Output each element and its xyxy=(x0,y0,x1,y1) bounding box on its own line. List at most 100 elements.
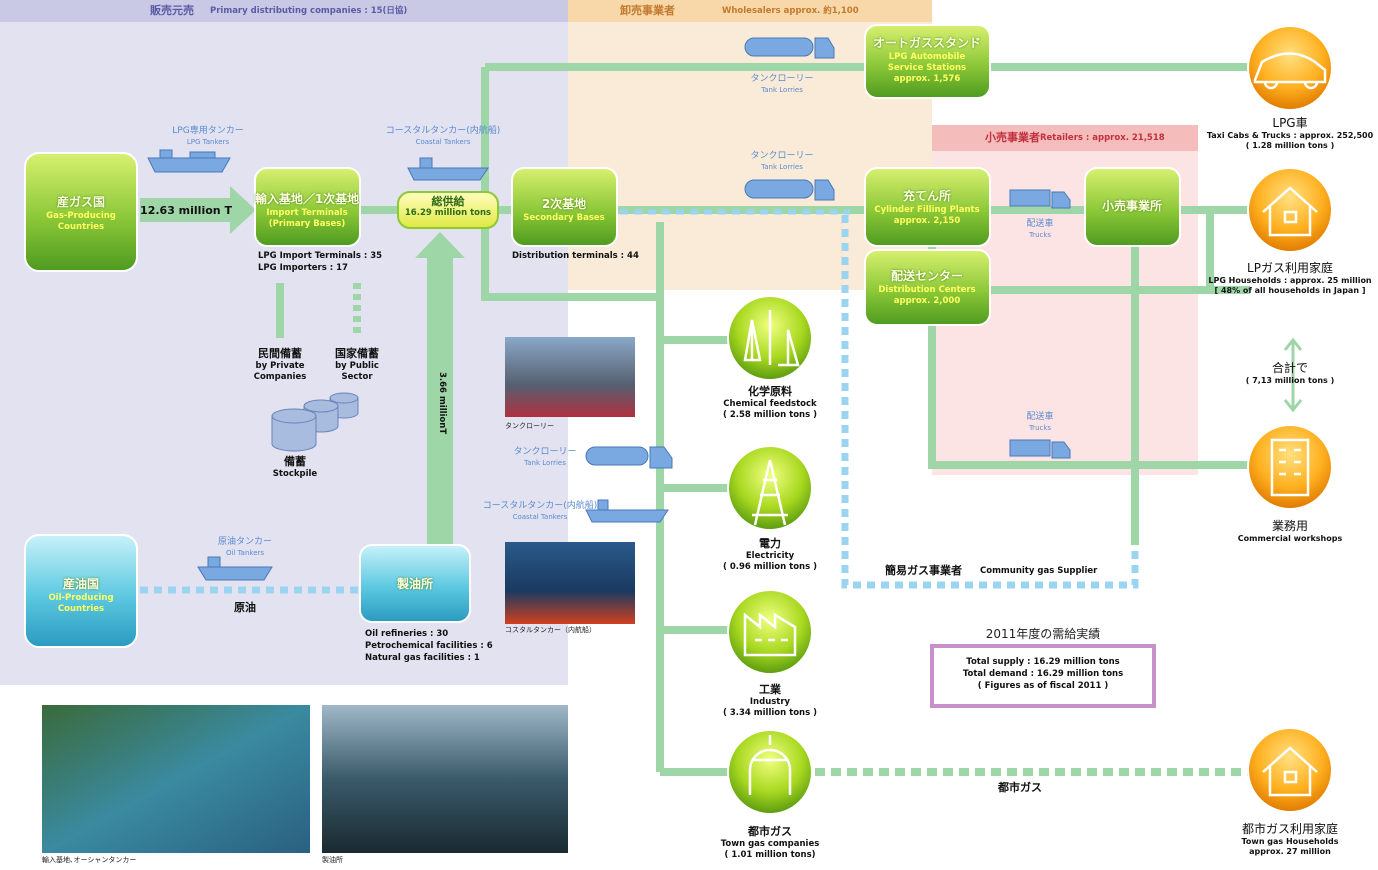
vehicles xyxy=(147,37,1071,581)
node-label: Gas-Producing xyxy=(46,211,116,221)
node-label: Import Terminals xyxy=(266,208,348,218)
consumer-label: LPガス利用家庭 xyxy=(1247,261,1333,275)
summary-line: ( Figures as of fiscal 2011 ) xyxy=(977,681,1109,691)
circle-commercial xyxy=(1247,424,1333,510)
node-label: 輸入基地／1次基地 xyxy=(254,192,360,206)
facts: LPG Importers : 17 xyxy=(258,263,348,273)
primary-header xyxy=(0,0,568,22)
transport-label: タンクローリー xyxy=(513,447,577,457)
community-label: Community gas Supplier xyxy=(980,566,1098,576)
node-label: 製油所 xyxy=(396,577,434,591)
demand-label: ( 2.58 million tons ) xyxy=(723,410,817,420)
node-label: Countries xyxy=(57,604,105,614)
summary-line: Total demand : 16.29 million tons xyxy=(962,669,1124,679)
transport-label: Tank Lorries xyxy=(761,163,803,171)
stockpile-label: Stockpile xyxy=(272,469,318,479)
band-title: 小売事業者 xyxy=(985,131,1040,144)
stockpile-label: Companies xyxy=(253,372,307,382)
node-label: 充てん所 xyxy=(902,189,952,203)
band-title: 販売元売 xyxy=(150,4,194,17)
node-label: Distribution Centers xyxy=(878,285,976,295)
transport-label: Trucks xyxy=(1028,231,1052,239)
consumer-label: 都市ガス利用家庭 xyxy=(1241,822,1339,836)
photo-caption: 製油所 xyxy=(322,856,343,864)
node-distribution xyxy=(864,249,991,326)
node-label: 総供給 xyxy=(431,195,465,208)
flow-label: 12.63 million T xyxy=(140,204,232,217)
community-label: 簡易ガス事業者 xyxy=(885,564,962,577)
stockpile-label: 備蓄 xyxy=(284,455,306,468)
demand-label: ( 3.34 million tons ) xyxy=(723,708,817,718)
photo-coastal-tanker xyxy=(505,542,635,624)
stockpile-label: Sector xyxy=(341,372,373,382)
consumer-label: [ 48% of all households in Japan ] xyxy=(1214,286,1366,295)
demand-label: 化学原料 xyxy=(748,385,792,398)
node-import xyxy=(254,167,361,247)
transport-label: コースタルタンカー(内航船) xyxy=(385,126,501,136)
transport-label: タンクローリー xyxy=(750,74,814,84)
node-label: 配送センター xyxy=(890,269,964,283)
photo-refinery xyxy=(322,705,568,853)
transport-label: Coastal Tankers xyxy=(512,513,568,521)
refinery-arrow xyxy=(415,232,465,545)
facts: Petrochemical facilities : 6 xyxy=(365,641,493,651)
summary-box xyxy=(930,644,1156,708)
node-label: Secondary Bases xyxy=(523,213,605,223)
node-secondary xyxy=(511,167,618,247)
demand-label: 電力 xyxy=(759,537,781,550)
stockpile-tanks xyxy=(271,392,359,452)
consumer-label: 合計で xyxy=(1271,361,1309,375)
demand-label: Electricity xyxy=(745,551,795,561)
node-filling xyxy=(864,167,991,247)
consumer-label: LPG車 xyxy=(1272,116,1308,130)
node-label: approx. 2,000 xyxy=(893,296,961,306)
transport-label: コースタルタンカー(内航船) xyxy=(482,501,598,511)
transport-label: 配送車 xyxy=(1026,412,1054,422)
node-label: 産油国 xyxy=(62,577,100,591)
stockpile-label: by Private xyxy=(255,361,305,371)
node-oil-country xyxy=(24,534,138,648)
photo-caption: 輸入基地､オーシャンタンカー xyxy=(42,856,137,864)
transport-label: タンクローリー xyxy=(750,151,814,161)
transport-label: LPG Tankers xyxy=(186,138,230,146)
node-label: Oil-Producing xyxy=(48,593,114,603)
demand-label: Industry xyxy=(749,697,791,707)
stockpile-label: 民間備蓄 xyxy=(258,347,302,360)
node-total xyxy=(397,191,499,229)
stockpile-label: by Public xyxy=(335,361,379,371)
node-label: Service Stations xyxy=(887,63,967,73)
circle-town-households xyxy=(1247,727,1333,813)
transport-label: 原油タンカー xyxy=(217,537,273,547)
icons xyxy=(743,52,1327,797)
summary-line: Total supply : 16.29 million tons xyxy=(966,657,1120,667)
demand-label: Town gas companies xyxy=(720,839,820,849)
flow-lines xyxy=(276,63,1250,776)
retail-header xyxy=(932,125,1198,151)
demand-label: 工業 xyxy=(759,683,781,696)
stockpile-label: 国家備蓄 xyxy=(335,347,379,360)
transport-label: Tank Lorries xyxy=(761,86,803,94)
node-label: オートガススタンド xyxy=(872,36,982,50)
node-label: 16.29 million tons xyxy=(404,208,492,218)
flow-label: 原油 xyxy=(234,601,256,614)
band-subtitle: Primary distributing companies : 15(日協) xyxy=(210,6,408,16)
consumer-label: LPG Households : approx. 25 million xyxy=(1208,276,1372,285)
node-label: Cylinder Filling Plants xyxy=(874,205,980,215)
demand-label: ( 0.96 million tons ) xyxy=(723,562,817,572)
node-gas-country xyxy=(24,152,138,272)
consumer-label: 業務用 xyxy=(1271,519,1309,533)
node-label: approx. 1,576 xyxy=(893,74,961,84)
consumer-label: Taxi Cabs & Trucks : approx. 252,500 xyxy=(1206,131,1374,140)
facts: Distribution terminals : 44 xyxy=(512,251,639,261)
demand-label: ( 1.01 million tons) xyxy=(724,850,816,860)
photo-caption: コスタルタンカー（内航船） xyxy=(505,626,596,634)
node-label: Countries xyxy=(57,222,105,232)
photo-lorry xyxy=(505,337,635,417)
photo-caption: タンクローリー xyxy=(505,422,554,430)
transport-label: Oil Tankers xyxy=(225,549,265,557)
demand-label: 都市ガス xyxy=(748,825,792,838)
photo-import-terminal xyxy=(42,705,310,853)
node-label: 2次基地 xyxy=(541,197,587,211)
consumer-label: ( 7,13 million tons ) xyxy=(1245,376,1335,385)
